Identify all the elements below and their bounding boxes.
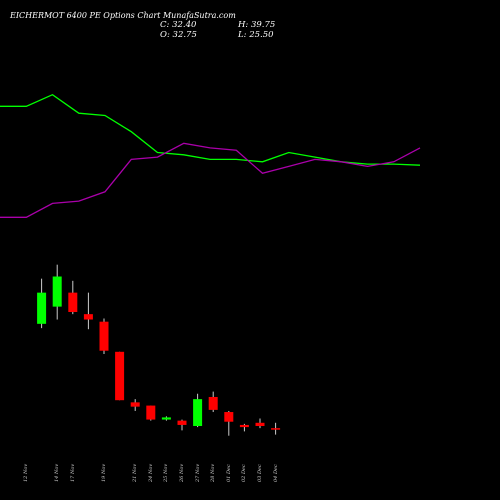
candle-body (146, 405, 156, 420)
green-line (0, 93, 421, 166)
candle-body (115, 351, 125, 401)
x-tick-label: 03 Dec (257, 464, 263, 482)
candle-body (83, 314, 93, 320)
candle-body (239, 424, 249, 428)
x-tick-label: 19 Nov (101, 463, 107, 482)
purple-line (0, 142, 421, 218)
close-value: C: 32.40 (160, 20, 197, 30)
x-tick-label: 25 Nov (163, 463, 170, 482)
x-tick-label: 21 Nov (132, 463, 139, 482)
chart-title: EICHERMOT 6400 PE Options Chart MunafaSu… (10, 11, 236, 20)
low-value: L: 25.50 (238, 30, 274, 40)
candle-body (37, 292, 47, 324)
x-tick-label: 14 Nov (54, 463, 61, 482)
x-tick-label: 28 Nov (210, 463, 217, 482)
candle-body (52, 276, 62, 307)
candle-body (208, 396, 218, 410)
candle-body (68, 292, 78, 313)
candle-body (255, 422, 265, 427)
x-tick-label: 26 Nov (179, 463, 185, 482)
candle-body (99, 321, 109, 351)
x-tick-label: 12 Nov (23, 463, 29, 482)
candle-body (130, 402, 140, 407)
x-tick-label: 01 Dec (225, 464, 232, 482)
x-tick-label: 04 Dec (272, 464, 279, 482)
x-tick-label: 02 Dec (241, 464, 248, 482)
candle-body (161, 417, 171, 420)
candle-body (193, 399, 203, 427)
x-tick-label: 17 Nov (69, 463, 76, 482)
x-tick-label: 24 Nov (147, 463, 154, 482)
candle-body (224, 412, 234, 422)
open-value: O: 32.75 (160, 30, 197, 40)
candle-body (177, 420, 187, 425)
high-value: H: 39.75 (238, 20, 276, 30)
x-tick-label: 27 Nov (194, 463, 201, 482)
candle-body (271, 428, 281, 430)
